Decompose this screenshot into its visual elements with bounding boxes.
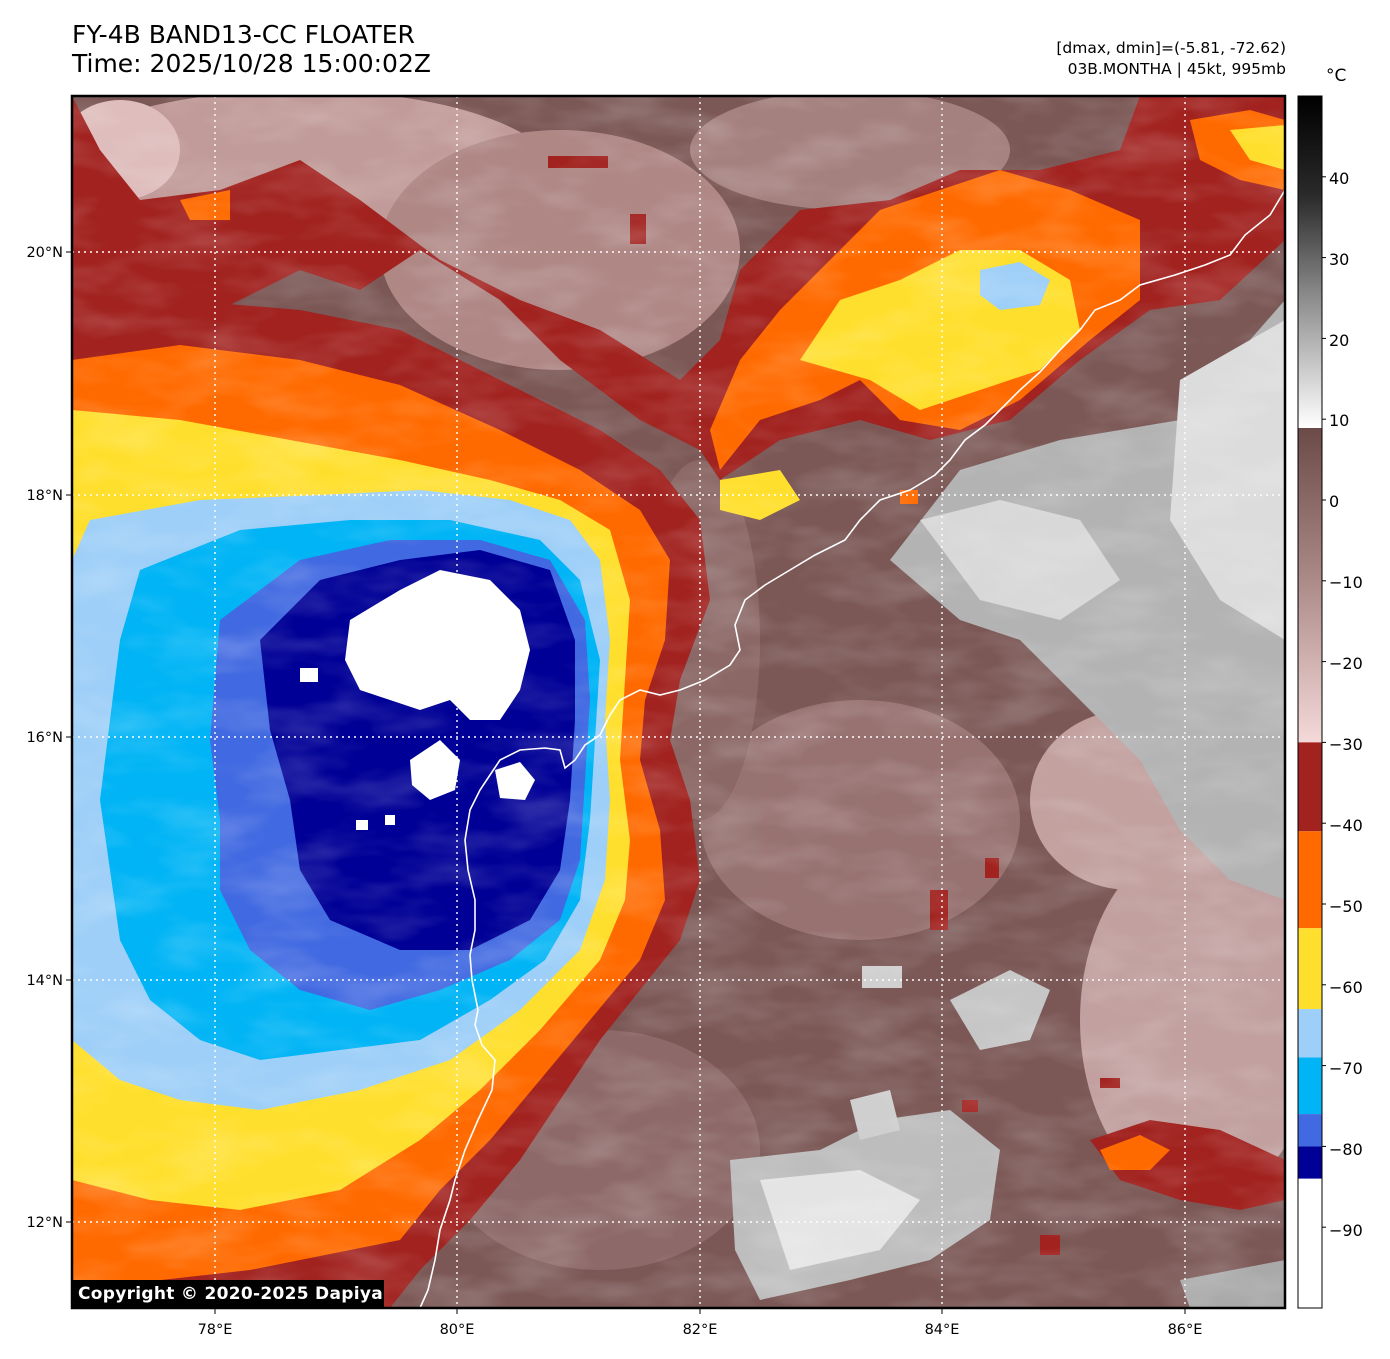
lon-tick-label: 78°E	[198, 1322, 233, 1338]
cloud-texture	[72, 96, 1285, 1308]
colorbar-tick-labels: 40 30 20 10 0 −10 −20 −30 −40 −50 −60 −7…	[1329, 169, 1363, 1240]
lon-tick-label: 80°E	[440, 1322, 475, 1338]
colorbar-gray-segment	[1298, 96, 1322, 428]
colorbar-tick-label: −50	[1329, 897, 1363, 916]
colorbar-band	[1298, 928, 1322, 1010]
colorbar-band	[1298, 742, 1322, 832]
colorbar-tick-label: −80	[1329, 1140, 1363, 1159]
lat-tick-label: 18°N	[26, 488, 63, 504]
colorbar-unit: °C	[1326, 66, 1347, 86]
colorbar-frame	[1297, 95, 1323, 1309]
colorbar-band	[1298, 1009, 1322, 1058]
copyright-banner: Copyright © 2020-2025 Dapiya	[72, 1280, 384, 1308]
storm-info: [dmax, dmin]=(-5.81, -72.62) 03B.MONTHA …	[1056, 38, 1286, 80]
map-frame	[70, 94, 1287, 1310]
colorbar-band	[1298, 1114, 1322, 1147]
coastline	[419, 189, 1285, 1308]
colorbar: 40 30 20 10 0 −10 −20 −30 −40 −50 −60 −7…	[1297, 95, 1363, 1309]
colorbar-band	[1298, 1146, 1322, 1179]
colorbar-tick-label: 10	[1329, 411, 1349, 430]
colorbar-tick-label: −20	[1329, 654, 1363, 673]
colorbar-bands	[1298, 742, 1322, 1308]
colorbar-tick-label: 40	[1329, 169, 1349, 188]
lon-tick-label: 82°E	[683, 1322, 718, 1338]
colorbar-tick-label: 30	[1329, 250, 1349, 269]
lon-tick-label: 84°E	[925, 1322, 960, 1338]
colorbar-tick-label: −40	[1329, 816, 1363, 835]
colorbar-tick-label: 0	[1329, 492, 1339, 511]
lat-tick-label: 14°N	[26, 973, 63, 989]
colorbar-brown-segment	[1298, 428, 1322, 748]
colorbar-tick-label: −70	[1329, 1059, 1363, 1078]
dmax-dmin-text: [dmax, dmin]=(-5.81, -72.62)	[1056, 39, 1286, 57]
colorbar-tick-label: −60	[1329, 978, 1363, 997]
title-line-product: FY-4B BAND13-CC FLOATER	[72, 20, 415, 49]
lon-tick-label: 86°E	[1168, 1322, 1203, 1338]
colorbar-band	[1298, 1057, 1322, 1115]
storm-name-text: 03B.MONTHA | 45kt, 995mb	[1067, 60, 1286, 78]
title-line-time: Time: 2025/10/28 15:00:02Z	[72, 49, 431, 78]
colorbar-tick-label: −90	[1329, 1221, 1363, 1240]
axis-labels: 78°E 80°E 82°E 84°E 86°E 20°N 18°N 16°N …	[26, 245, 1202, 1338]
image-title: FY-4B BAND13-CC FLOATER Time: 2025/10/28…	[72, 20, 431, 78]
colorbar-tick-label: −10	[1329, 573, 1363, 592]
axis-ticks	[66, 251, 1186, 1314]
lat-tick-label: 16°N	[26, 730, 63, 746]
colorbar-band	[1298, 831, 1322, 929]
lat-tick-label: 20°N	[26, 245, 63, 261]
colorbar-tick-label: 20	[1329, 331, 1349, 350]
colorbar-band	[1298, 1178, 1322, 1308]
map-area	[72, 96, 1285, 1308]
colorbar-tick-label: −30	[1329, 735, 1363, 754]
graticule	[72, 96, 1285, 1308]
colorbar-ticks	[1322, 176, 1326, 1228]
lat-tick-label: 12°N	[26, 1215, 63, 1231]
